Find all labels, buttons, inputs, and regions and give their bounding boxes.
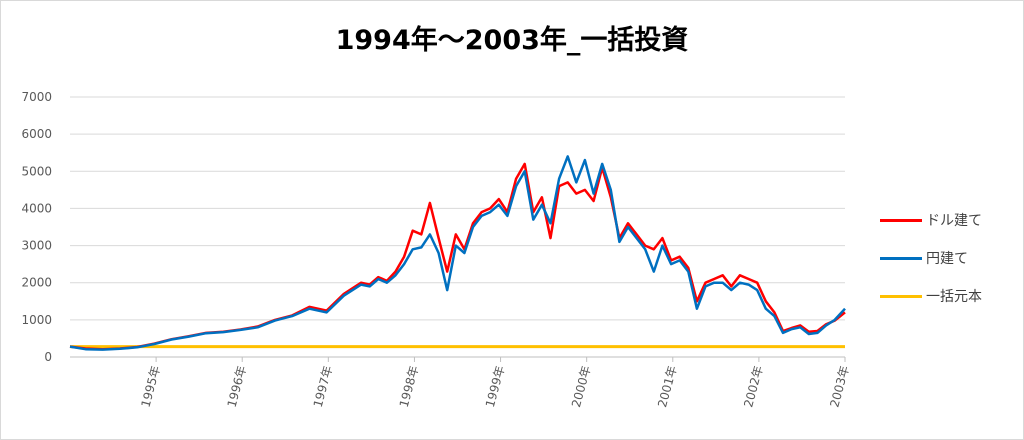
x-tick-label: 1997年 bbox=[311, 364, 336, 409]
legend-item-principal: 一括元本 bbox=[880, 284, 1020, 308]
x-tick-label: 1999年 bbox=[483, 364, 508, 409]
legend: ドル建て 円建て 一括元本 bbox=[880, 208, 1020, 322]
legend-swatch-yen bbox=[880, 256, 922, 260]
legend-item-yen: 円建て bbox=[880, 246, 1020, 270]
series-line-dollar bbox=[69, 162, 846, 351]
y-tick-label: 0 bbox=[44, 350, 52, 364]
legend-swatch-dollar bbox=[880, 218, 922, 222]
x-tick-label: 2001年 bbox=[655, 364, 680, 409]
legend-label-yen: 円建て bbox=[926, 251, 968, 267]
y-tick-label: 2000 bbox=[21, 276, 52, 290]
x-axis-ticks: 1995年 1996年 1997年 1998年 1999年 2000年 2001年 2002年… bbox=[138, 357, 852, 409]
x-tick-label: 2003年 bbox=[827, 364, 852, 409]
chart-title: 1994年～2003年_一括投資 bbox=[335, 25, 689, 56]
y-axis-ticks: 0 1000 2000 3000 4000 5000 6000 7000 bbox=[21, 90, 52, 364]
y-tick-label: 4000 bbox=[21, 201, 52, 215]
y-tick-label: 1000 bbox=[21, 313, 52, 327]
x-tick-label: 2002年 bbox=[741, 364, 766, 409]
y-tick-label: 7000 bbox=[21, 90, 52, 104]
x-tick-label: 1995年 bbox=[138, 364, 163, 409]
series-lines bbox=[69, 155, 846, 351]
x-tick-label: 1998年 bbox=[397, 364, 422, 409]
legend-label-dollar: ドル建て bbox=[926, 213, 982, 229]
x-tick-label: 2000年 bbox=[569, 364, 594, 409]
x-tick-label: 1996年 bbox=[225, 364, 250, 409]
series-line-yen bbox=[69, 155, 846, 351]
y-tick-label: 5000 bbox=[21, 164, 52, 178]
y-tick-label: 3000 bbox=[21, 239, 52, 253]
legend-swatch-principal bbox=[880, 294, 922, 298]
y-tick-label: 6000 bbox=[21, 127, 52, 141]
legend-label-principal: 一括元本 bbox=[926, 289, 982, 305]
legend-item-dollar: ドル建て bbox=[880, 208, 1020, 232]
